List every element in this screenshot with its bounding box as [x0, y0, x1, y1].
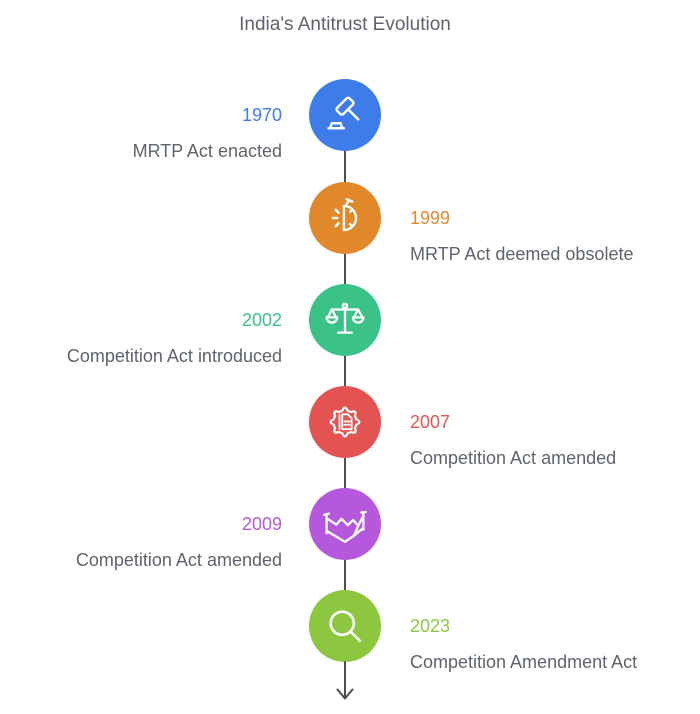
down-arrow-icon — [336, 661, 354, 700]
timeline-label-2023: 2023 Competition Amendment Act — [410, 614, 637, 674]
event-description: Competition Act introduced — [66, 346, 282, 366]
timeline-label-1999: 1999 MRTP Act deemed obsolete — [410, 206, 633, 266]
timeline-node-circle-1970 — [309, 79, 381, 151]
timeline-connector — [344, 151, 346, 182]
event-year: 2007 — [410, 412, 451, 432]
timeline-node-circle-2007 — [309, 386, 381, 458]
timeline-connector — [344, 356, 346, 386]
magnifier-icon — [329, 610, 362, 643]
event-year: 2009 — [241, 514, 282, 534]
timeline-label-2009: 2009 Competition Act amended — [76, 512, 282, 572]
event-description: MRTP Act enacted — [132, 141, 282, 161]
gavel-icon — [327, 96, 360, 130]
timeline-connector — [344, 458, 346, 488]
gear-document-icon — [329, 406, 361, 438]
timeline-connector — [344, 254, 346, 284]
event-description: Competition Act amended — [410, 448, 617, 468]
page-title: India's Antitrust Evolution — [239, 14, 451, 35]
stopwatch-icon — [331, 198, 358, 232]
timeline-label-1970: 1970 MRTP Act enacted — [133, 103, 282, 163]
timeline-label-2002: 2002 Competition Act introduced — [67, 308, 282, 368]
event-year: 1970 — [241, 105, 282, 125]
event-year: 1999 — [410, 208, 451, 228]
timeline-node-circle-2002 — [309, 284, 381, 356]
event-year: 2002 — [241, 310, 282, 330]
scales-of-justice-icon — [325, 302, 365, 334]
event-description: MRTP Act deemed obsolete — [410, 244, 634, 264]
timeline-node-circle-1999 — [309, 182, 381, 254]
timeline-connector — [344, 560, 346, 590]
timeline-node-circle-2009 — [309, 488, 381, 560]
event-year: 2023 — [410, 616, 451, 636]
handshake-icon — [323, 510, 367, 543]
timeline-label-2007: 2007 Competition Act amended — [410, 410, 616, 470]
event-description: Competition Act amended — [75, 550, 282, 570]
timeline-node-circle-2023 — [309, 590, 381, 662]
event-description: Competition Amendment Act — [410, 652, 638, 672]
